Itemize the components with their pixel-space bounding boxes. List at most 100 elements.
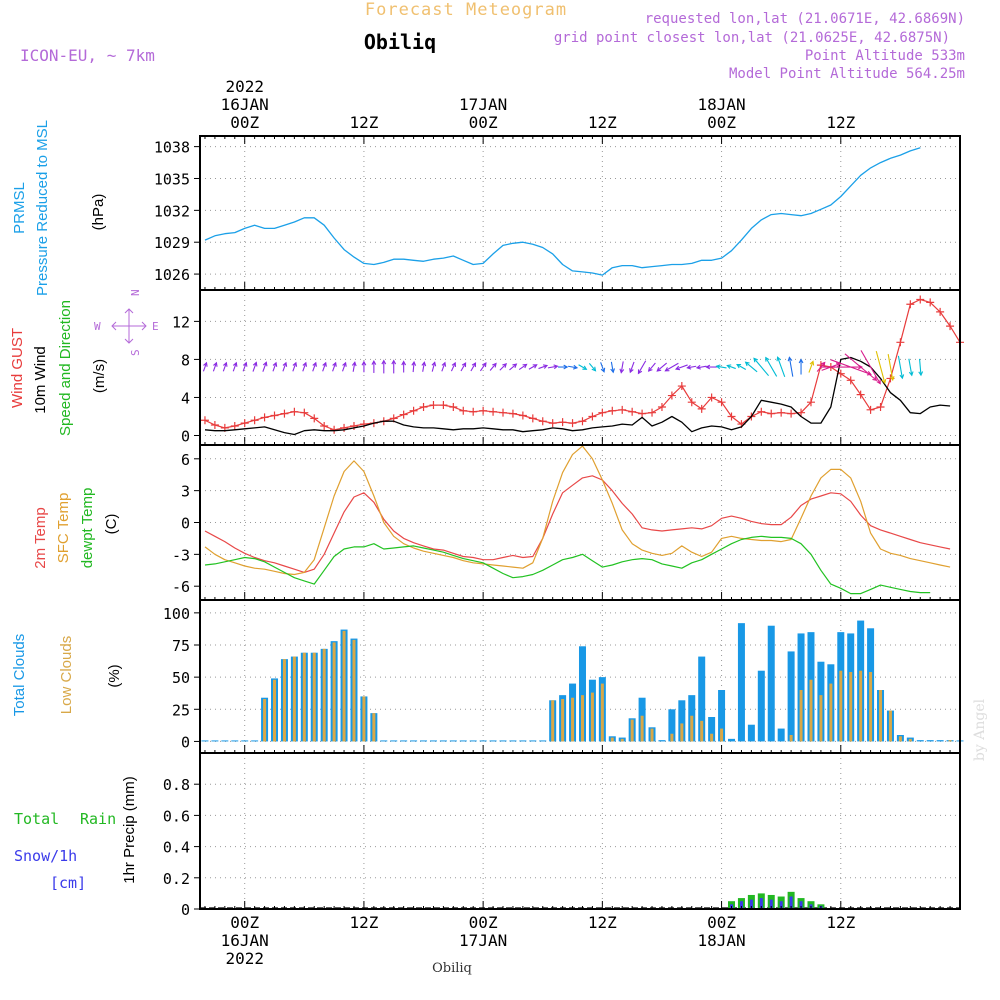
arrow-shaft <box>242 362 247 372</box>
footer-location: Obiliq <box>432 961 472 976</box>
gust-marker <box>409 406 418 415</box>
temp2m-label: 2m Temp <box>32 507 49 568</box>
arrow-shaft <box>489 363 497 371</box>
low-cloud-bar <box>332 642 336 742</box>
wind-direction-arrow <box>600 362 606 373</box>
pressure-label-long: Pressure Reduced to MSL <box>34 120 51 296</box>
precipitation-frame <box>199 752 961 910</box>
compass-arrows <box>111 308 147 344</box>
wind-direction-arrow <box>272 361 278 372</box>
low-cloud-bar <box>650 728 654 742</box>
low-cloud-bar <box>640 715 644 742</box>
low-cloud-bar <box>362 696 366 742</box>
arrow-head <box>232 361 238 367</box>
arrow-head <box>582 365 588 370</box>
arrow-shaft <box>860 350 881 384</box>
low-cloud-bar <box>700 720 704 742</box>
total-cloud-bar <box>936 740 944 742</box>
arrow-head <box>461 362 467 368</box>
low-cloud-bar <box>571 697 575 742</box>
total-cloud-bar <box>678 700 686 742</box>
wind-direction-arrow <box>726 364 736 370</box>
arrow-shaft <box>808 361 814 373</box>
model-label: ICON-EU, ~ 7km <box>20 46 155 65</box>
arrow-shaft <box>578 364 587 370</box>
snow-bar <box>799 901 803 909</box>
requested-coords: requested lon,lat (21.0671E, 42.6869N) <box>645 11 965 27</box>
wind-direction-arrow <box>705 364 717 370</box>
arrow-shaft <box>788 357 794 377</box>
arrow-head <box>726 364 732 369</box>
total-cloud-bar <box>578 646 586 742</box>
total-cloud-bar <box>479 740 487 742</box>
compass-s: S <box>129 349 142 356</box>
wind-direction-arrow <box>371 359 377 373</box>
wind-direction-arrow <box>897 355 905 380</box>
arrow-shaft <box>777 357 786 378</box>
wind-direction-arrow <box>202 361 208 372</box>
total-cloud-bar <box>390 740 398 742</box>
low-cloud-bar <box>580 695 584 742</box>
wind-direction-arrow <box>282 361 288 372</box>
gust-marker <box>946 322 955 331</box>
low-cloud-bar <box>829 683 833 742</box>
temperature-ytick-label: 0 <box>181 515 190 533</box>
gust-marker <box>578 417 587 426</box>
low-cloud-bar <box>610 737 614 742</box>
arrow-head <box>431 361 437 367</box>
arrow-head <box>656 367 662 372</box>
arrow-head <box>872 376 878 381</box>
low-cloud-bar <box>590 692 594 742</box>
top-time-label: 00Z <box>469 113 498 132</box>
wind-direction-arrow <box>908 358 914 377</box>
arrow-shaft <box>887 354 894 381</box>
gust-marker <box>846 376 855 385</box>
arrow-head <box>272 361 278 367</box>
arrow-shaft <box>292 362 297 372</box>
arrow-head <box>522 363 528 369</box>
pressure-ytick-label: 1032 <box>154 202 190 220</box>
pressure-label-short: PRMSL <box>11 182 28 234</box>
arrow-head <box>899 374 905 380</box>
arrow-head <box>820 361 826 367</box>
total-cloud-bar <box>489 740 497 742</box>
wind-direction-arrow <box>470 362 477 372</box>
temperature-ytick-label: -3 <box>172 546 190 564</box>
arrow-head <box>482 362 487 368</box>
gust-marker <box>300 408 309 417</box>
arrow-shaft <box>431 362 436 372</box>
pressure-ytick-label: 1026 <box>154 266 190 284</box>
gust-marker <box>489 407 498 416</box>
arrow-shaft <box>528 364 537 370</box>
wind-direction-arrow <box>686 364 697 370</box>
arrow-head <box>351 361 357 367</box>
gust-marker <box>290 407 299 416</box>
gust-marker <box>687 398 696 407</box>
arrow-head <box>610 368 615 374</box>
arrow-head <box>312 361 317 367</box>
arrow-shaft <box>727 364 736 370</box>
clouds-ytick-label: 75 <box>172 637 190 655</box>
low-cloud-bar <box>809 679 813 742</box>
wind-direction-arrow <box>252 361 258 372</box>
pressure-unit: (hPa) <box>90 194 107 231</box>
total-cloud-bar <box>439 740 447 742</box>
arrow-head <box>753 357 758 363</box>
low-cloud-bar <box>839 670 843 742</box>
gust-marker <box>797 408 806 417</box>
gust-marker <box>806 398 815 407</box>
bottom-time-label: 00Z <box>469 913 498 932</box>
pressure-line <box>204 147 921 276</box>
arrow-shaft <box>470 362 476 372</box>
total-cloud-bar <box>767 625 775 742</box>
low-cloud-bar <box>620 738 624 742</box>
axis-layer: 1026 1029 1032 1035 1038 0 4 8 12 -6 -3 0 3 6 0 25 50 75 1… <box>154 77 961 968</box>
gust-marker <box>419 402 428 411</box>
gust-marker <box>240 419 249 428</box>
wind-direction-arrow <box>391 359 397 374</box>
pressure-ytick-label: 1038 <box>154 139 190 157</box>
gust-marker <box>459 406 468 415</box>
gust-marker <box>349 421 358 430</box>
gust-marker <box>320 421 329 430</box>
low-cloud-bar <box>819 695 823 742</box>
